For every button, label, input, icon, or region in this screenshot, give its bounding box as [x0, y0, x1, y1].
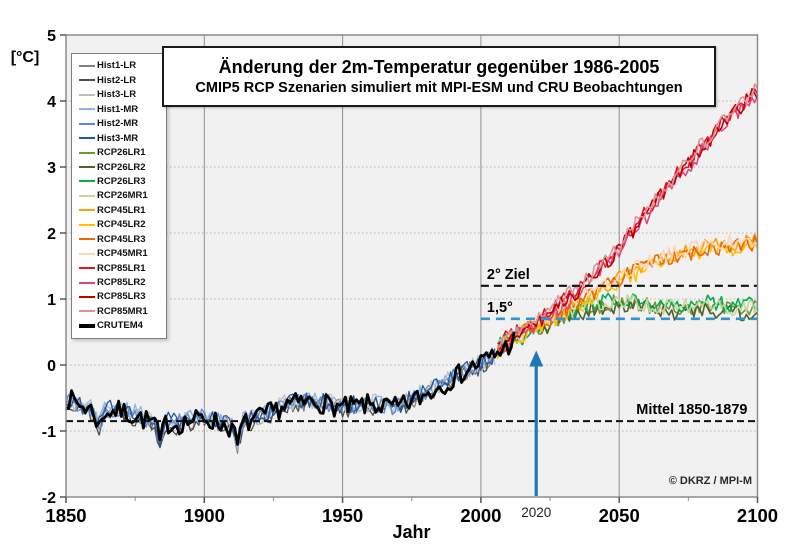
legend-item-Hist2-LR: Hist2-LR: [79, 74, 166, 87]
refline-label-ziel15: 1,5°: [487, 300, 513, 316]
legend-swatch: [79, 267, 95, 270]
series-group: [66, 83, 758, 454]
legend-swatch: [79, 209, 95, 212]
legend-swatch: [79, 180, 95, 183]
refline-label-ziel2: 2° Ziel: [487, 267, 530, 283]
legend-label: RCP85LR1: [97, 262, 146, 274]
legend-label: RCP85LR3: [97, 291, 146, 303]
legend-swatch: [79, 151, 95, 154]
x-tick-label: 1850: [45, 505, 86, 526]
legend-item-RCP26LR1: RCP26LR1: [79, 146, 166, 159]
x-tick-label: 1900: [184, 505, 225, 526]
legend-item-Hist1-MR: Hist1-MR: [79, 103, 166, 116]
legend-item-RCP26LR3: RCP26LR3: [79, 175, 166, 188]
series-RCP85MR1: [497, 83, 758, 349]
y-tick-label: -2: [42, 490, 56, 507]
legend-swatch: [79, 324, 95, 328]
legend-item-Hist2-MR: Hist2-MR: [79, 117, 166, 130]
arrow-2020-head: [529, 350, 544, 367]
legend-label: RCP26LR3: [97, 175, 146, 187]
legend-swatch: [79, 238, 95, 241]
y-tick-label: 4: [47, 94, 56, 111]
legend-label: RCP85MR1: [97, 305, 148, 317]
x-tick-label: 1950: [322, 505, 363, 526]
legend-swatch: [79, 310, 95, 313]
legend-label: Hist3-MR: [97, 132, 139, 144]
legend-swatch: [79, 281, 95, 284]
chart-title-box: Änderung der 2m-Temperatur gegenüber 198…: [162, 46, 716, 107]
legend-item-RCP45MR1: RCP45MR1: [79, 247, 166, 260]
legend-label: CRUTEM4: [97, 320, 143, 332]
legend-label: RCP45MR1: [97, 248, 148, 260]
legend-label: Hist1-LR: [97, 60, 137, 72]
legend-swatch: [79, 137, 95, 140]
legend-item-CRUTEM4: CRUTEM4: [79, 319, 166, 332]
copyright-note: © DKRZ / MPI-M: [668, 475, 752, 487]
legend-swatch: [79, 93, 95, 96]
chart-title: Änderung der 2m-Temperatur gegenüber 198…: [218, 57, 660, 77]
legend-item-Hist1-LR: Hist1-LR: [79, 59, 166, 72]
y-axis-label: [°C]: [10, 49, 40, 66]
y-tick-label: 0: [47, 358, 56, 375]
chart-subtitle: CMIP5 RCP Szenarien simuliert mit MPI-ES…: [195, 80, 683, 96]
legend-label: RCP26MR1: [97, 190, 148, 202]
legend-swatch: [79, 194, 95, 197]
legend-swatch: [79, 122, 95, 125]
legend-label: Hist1-MR: [97, 103, 139, 115]
x-tick-label: 2000: [460, 505, 501, 526]
y-tick-label: 5: [47, 28, 56, 45]
legend-item-RCP85LR3: RCP85LR3: [79, 290, 166, 303]
y-tick-label: 1: [47, 292, 56, 309]
legend-swatch: [79, 252, 95, 255]
legend-label: RCP45LR3: [97, 233, 146, 245]
y-tick-label: 2: [47, 226, 56, 243]
legend-item-Hist3-MR: Hist3-MR: [79, 132, 166, 145]
series-CRUTEM4: [66, 331, 516, 446]
legend-label: Hist3-LR: [97, 89, 137, 101]
legend-label: RCP85LR2: [97, 277, 146, 288]
arrow-year-label: 2020: [521, 505, 551, 520]
legend-swatch: [79, 64, 95, 67]
x-tick-label: 2100: [737, 505, 778, 526]
legend-item-RCP26LR2: RCP26LR2: [79, 161, 166, 174]
legend-item-RCP85LR1: RCP85LR1: [79, 262, 166, 275]
legend-item-RCP85MR1: RCP85MR1: [79, 305, 166, 318]
legend-item-RCP85LR2: RCP85LR2: [79, 276, 166, 289]
x-tick-label: 2050: [599, 505, 640, 526]
legend-swatch: [79, 108, 95, 111]
legend-swatch: [79, 79, 95, 82]
legend-swatch: [79, 223, 95, 226]
legend-item-RCP45LR3: RCP45LR3: [79, 233, 166, 246]
legend-label: RCP26LR2: [97, 161, 146, 173]
legend-swatch: [79, 295, 95, 298]
legend-item-RCP45LR1: RCP45LR1: [79, 204, 166, 217]
x-axis-label: Jahr: [392, 522, 431, 542]
legend-label: Hist2-LR: [97, 74, 137, 86]
legend: Hist1-LR Hist2-LR Hist3-LR Hist1-MR Hist2-MR…: [71, 53, 167, 339]
legend-swatch: [79, 166, 95, 168]
legend-label: RCP45LR2: [97, 219, 146, 231]
legend-item-RCP26MR1: RCP26MR1: [79, 189, 166, 202]
legend-item-Hist3-LR: Hist3-LR: [79, 88, 166, 101]
legend-item-RCP45LR2: RCP45LR2: [79, 218, 166, 231]
refline-label-mittel: Mittel 1850-1879: [636, 402, 747, 418]
series-RCP85LR3: [497, 87, 758, 348]
legend-label: Hist2-MR: [97, 118, 139, 130]
legend-label: RCP26LR1: [97, 147, 146, 159]
legend-label: RCP45LR1: [97, 204, 146, 216]
y-tick-label: -1: [42, 424, 56, 441]
y-tick-label: 3: [47, 160, 56, 177]
